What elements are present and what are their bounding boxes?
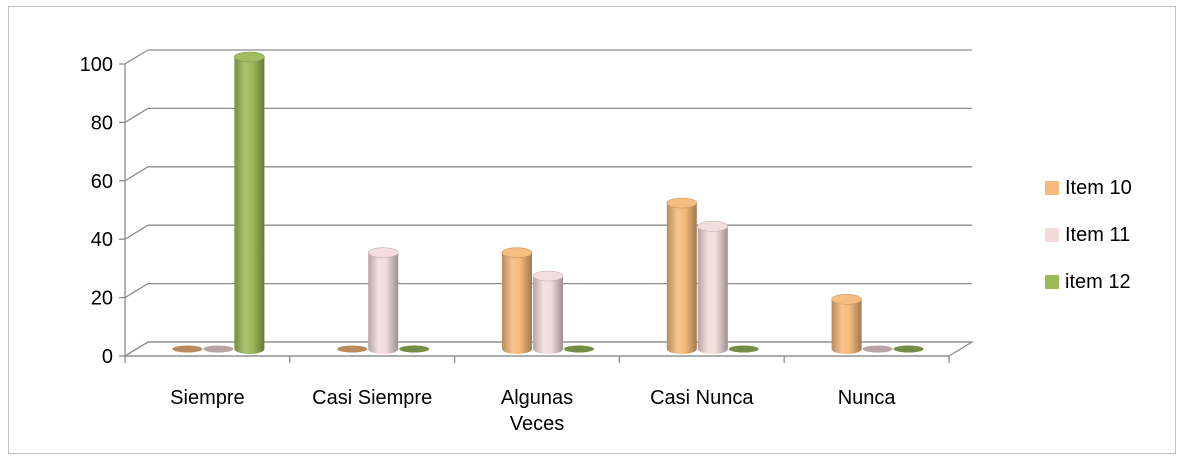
legend-item: Item 11 bbox=[1045, 224, 1130, 246]
bar bbox=[728, 345, 759, 353]
bar bbox=[666, 197, 698, 354]
legend: Item 10 Item 11 item 12 bbox=[1045, 177, 1132, 293]
bar-chart: 0 20 40 60 80 100 Siempre Casi Siempre Algunas V… bbox=[80, 49, 1132, 435]
x-category-label: Casi Nunca bbox=[650, 387, 754, 409]
y-tick-label: 100 bbox=[80, 54, 113, 76]
legend-swatch bbox=[1045, 181, 1059, 195]
legend-swatch bbox=[1045, 228, 1059, 242]
gridline bbox=[124, 166, 972, 182]
bar bbox=[862, 345, 893, 353]
y-tick-label: 0 bbox=[102, 346, 113, 368]
bar bbox=[172, 345, 203, 353]
bar bbox=[367, 247, 399, 354]
y-tick-label: 80 bbox=[91, 112, 113, 134]
legend-label: Item 10 bbox=[1065, 177, 1132, 199]
bar bbox=[203, 345, 234, 353]
axes bbox=[124, 64, 949, 357]
bars bbox=[172, 51, 924, 354]
legend-label: item 12 bbox=[1065, 271, 1131, 293]
legend-swatch bbox=[1045, 275, 1059, 289]
gridline bbox=[124, 49, 972, 65]
y-axis-ticks: 0 20 40 60 80 100 bbox=[80, 54, 125, 368]
bar bbox=[337, 345, 368, 353]
y-tick-label: 60 bbox=[91, 171, 113, 193]
chart-area: 0 20 40 60 80 100 Siempre Casi Siempre Algunas V… bbox=[8, 6, 1176, 454]
y-tick-label: 40 bbox=[91, 229, 113, 251]
gridline bbox=[124, 107, 972, 123]
legend-label: Item 11 bbox=[1065, 224, 1130, 246]
x-category-label: Algunas Veces bbox=[501, 387, 573, 435]
bar bbox=[399, 345, 430, 353]
x-category-label: Siempre bbox=[170, 387, 244, 409]
bar bbox=[893, 345, 924, 353]
x-category-label: Nunca bbox=[838, 387, 897, 409]
legend-item: item 12 bbox=[1045, 271, 1131, 293]
x-category-label: Casi Siempre bbox=[312, 387, 432, 409]
legend-item: Item 10 bbox=[1045, 177, 1132, 199]
x-axis-categories: Siempre Casi Siempre Algunas Veces Casi Nunc… bbox=[124, 356, 950, 435]
y-tick-label: 20 bbox=[91, 288, 113, 310]
bar bbox=[564, 345, 594, 353]
gridline bbox=[124, 224, 972, 240]
bar bbox=[532, 270, 564, 354]
bar bbox=[697, 221, 729, 354]
bar bbox=[501, 247, 533, 354]
bar bbox=[234, 51, 265, 354]
bar bbox=[831, 294, 862, 354]
